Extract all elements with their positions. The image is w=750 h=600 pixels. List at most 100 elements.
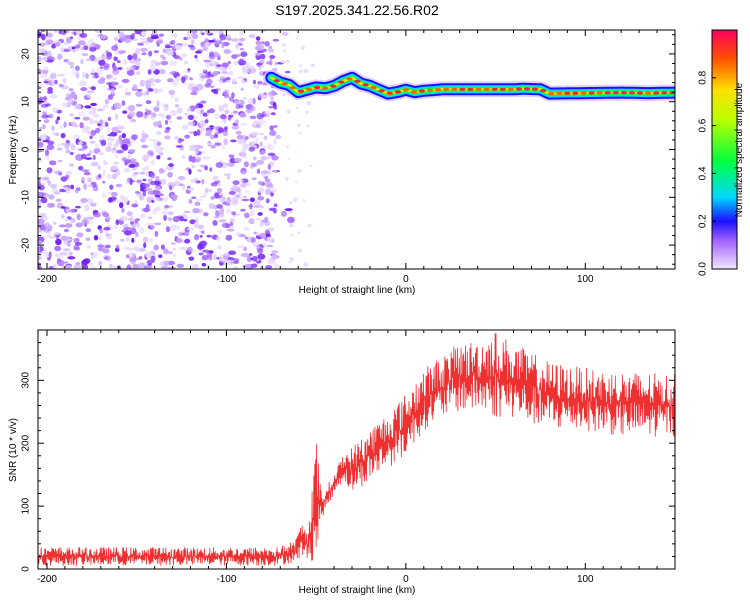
noise-blob xyxy=(134,191,141,194)
noise-blob xyxy=(139,171,146,175)
noise-blob xyxy=(141,133,149,139)
noise-blob xyxy=(65,236,71,240)
noise-blob xyxy=(233,100,242,104)
noise-blob xyxy=(38,256,42,260)
noise-blob xyxy=(79,122,84,129)
noise-blob xyxy=(167,205,174,209)
noise-blob xyxy=(269,54,276,60)
noise-blob xyxy=(187,114,195,121)
noise-blob xyxy=(189,45,196,51)
noise-blob xyxy=(42,124,46,130)
x-tick-label: -100 xyxy=(216,274,236,285)
noise-blob xyxy=(114,153,119,159)
noise-blob xyxy=(136,179,142,184)
noise-blob xyxy=(302,199,306,202)
noise-blob xyxy=(300,45,305,50)
noise-blob xyxy=(257,205,265,209)
noise-blob xyxy=(82,144,88,150)
noise-blob xyxy=(154,78,161,83)
noise-blob xyxy=(65,264,73,269)
noise-blob xyxy=(62,77,67,84)
noise-blob xyxy=(152,139,160,143)
noise-blob xyxy=(148,238,154,243)
noise-blob xyxy=(244,190,251,194)
noise-blob xyxy=(103,226,111,231)
noise-blob xyxy=(216,79,223,83)
noise-blob xyxy=(242,195,247,199)
noise-blob xyxy=(188,256,195,261)
noise-blob xyxy=(154,61,161,67)
noise-blob xyxy=(257,168,261,174)
noise-blob xyxy=(208,108,215,114)
noise-blob xyxy=(150,35,159,40)
noise-blob xyxy=(255,137,259,142)
noise-blob xyxy=(51,131,57,136)
signal-peak xyxy=(661,91,668,95)
noise-blob xyxy=(65,37,72,44)
noise-blob xyxy=(195,58,199,62)
noise-blob xyxy=(90,202,97,207)
noise-blob xyxy=(105,146,112,153)
noise-blob xyxy=(272,125,278,128)
noise-blob xyxy=(266,183,274,188)
noise-blob xyxy=(255,217,262,221)
noise-blob xyxy=(289,201,292,205)
noise-blob xyxy=(77,111,86,117)
noise-blob xyxy=(83,171,91,176)
noise-blob xyxy=(200,109,204,114)
noise-blob xyxy=(102,193,106,198)
noise-blob xyxy=(170,39,176,45)
noise-blob xyxy=(45,115,51,118)
noise-blob xyxy=(224,77,231,80)
noise-blob xyxy=(181,53,187,58)
noise-blob xyxy=(219,254,224,261)
noise-blob xyxy=(61,103,70,107)
noise-blob xyxy=(167,251,173,255)
noise-blob xyxy=(96,67,104,75)
noise-blob xyxy=(252,156,257,161)
noise-blob xyxy=(275,134,282,140)
noise-blob xyxy=(274,61,278,66)
noise-blob xyxy=(52,232,60,235)
noise-blob xyxy=(256,112,264,120)
noise-blob xyxy=(79,80,87,87)
noise-blob xyxy=(130,223,137,228)
noise-blob xyxy=(82,116,90,121)
noise-blob xyxy=(208,254,213,261)
noise-blob xyxy=(139,195,144,201)
noise-blob xyxy=(286,145,290,149)
noise-blob xyxy=(63,228,69,233)
noise-blob xyxy=(49,160,57,166)
signal-peak xyxy=(330,84,337,88)
noise-blob xyxy=(213,254,217,260)
colorbar-ticks: 0.0 0.2 0.4 0.6 0.8 xyxy=(698,70,716,276)
noise-blob xyxy=(295,106,299,110)
noise-blob xyxy=(150,82,156,86)
noise-blob xyxy=(253,205,260,209)
spectrogram-ylabel: Frequency (Hz) xyxy=(8,116,19,185)
noise-blob xyxy=(134,30,143,35)
noise-blob xyxy=(156,141,162,146)
noise-blob xyxy=(39,229,43,233)
noise-blob xyxy=(213,51,218,55)
noise-blob xyxy=(216,204,223,209)
noise-blob xyxy=(56,147,63,151)
noise-blob xyxy=(297,231,301,235)
noise-blob xyxy=(176,237,181,243)
noise-blob xyxy=(104,98,110,105)
noise-blob xyxy=(152,197,160,202)
noise-blob xyxy=(161,195,169,202)
noise-blob xyxy=(176,76,181,82)
noise-blob xyxy=(141,52,147,56)
noise-blob xyxy=(210,72,214,75)
noise-blob xyxy=(145,172,150,177)
noise-blob xyxy=(122,110,128,114)
noise-blob xyxy=(262,145,268,149)
noise-blob xyxy=(184,134,191,139)
noise-blob xyxy=(227,257,235,261)
noise-blob xyxy=(71,46,76,50)
noise-blob xyxy=(89,117,94,125)
noise-blob xyxy=(214,113,221,120)
noise-blob xyxy=(257,253,266,260)
noise-blob xyxy=(42,215,48,222)
